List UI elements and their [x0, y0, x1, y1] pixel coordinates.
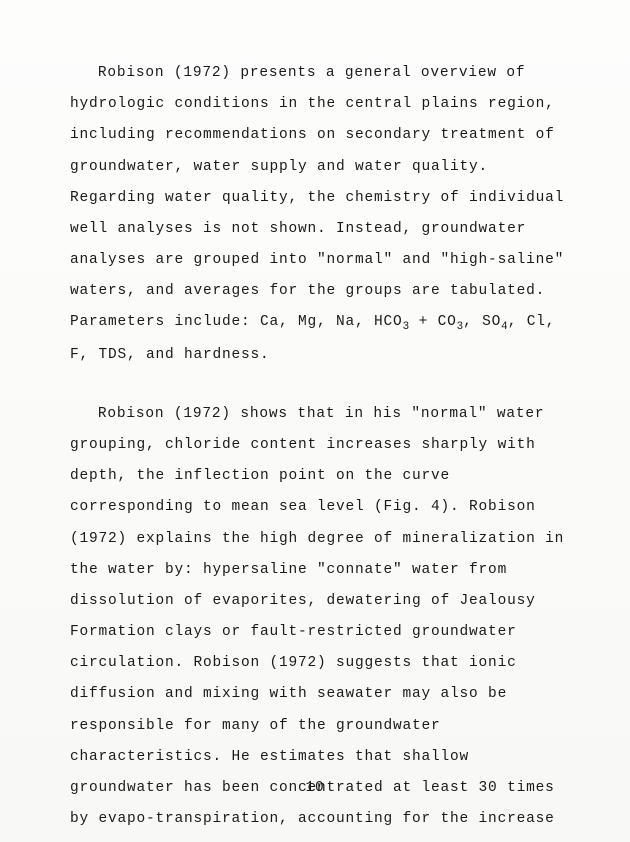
subscript: 4 — [501, 321, 508, 333]
page-number: 10 — [0, 773, 630, 804]
subscript: 3 — [403, 321, 410, 333]
subscript: 3 — [457, 321, 464, 333]
paragraph-1: Robison (1972) presents a general overvi… — [70, 58, 570, 371]
scanned-page: Robison (1972) presents a general overvi… — [0, 0, 630, 842]
